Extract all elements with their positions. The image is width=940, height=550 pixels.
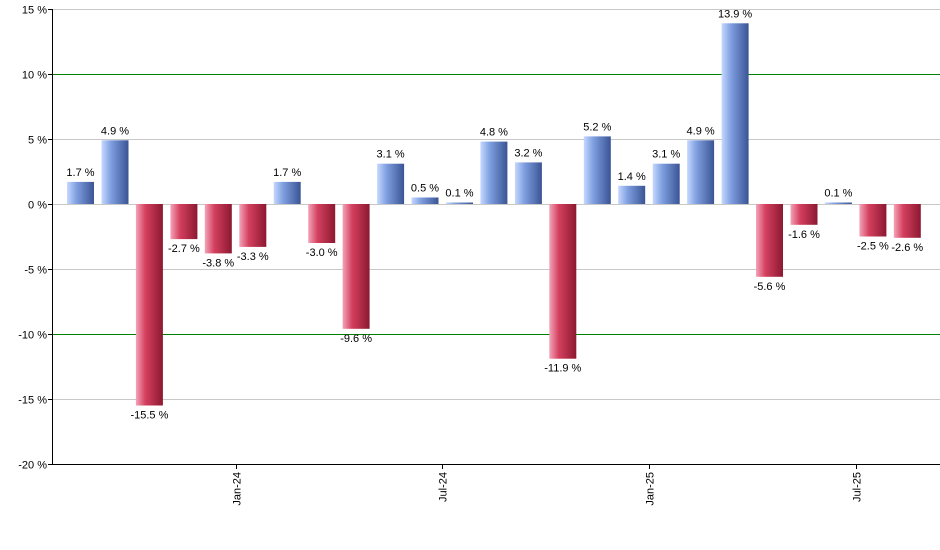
bar-data-label: 3.2 %: [514, 147, 542, 159]
bar: [411, 197, 439, 204]
bar: [652, 163, 680, 204]
bar-data-label: 1.4 %: [618, 171, 646, 183]
bar-data-label: -3.3 %: [237, 251, 269, 263]
bar: [273, 181, 301, 204]
bar: [756, 204, 783, 277]
bar: [239, 204, 267, 247]
bar: [67, 181, 94, 204]
bar-data-label: 5.2 %: [583, 121, 611, 133]
bar-data-label: 3.1 %: [652, 149, 680, 161]
x-tick-label: Jul-25: [852, 472, 864, 502]
bar-data-label: 4.8 %: [480, 127, 508, 139]
bar: [824, 202, 852, 204]
bar-data-label: 0.5 %: [411, 183, 439, 195]
y-tick-label: 10 %: [22, 70, 47, 82]
bar-data-label: 3.1 %: [377, 149, 405, 161]
x-axis: Jan-24 Jul-24 Jan-25 Jul-25: [52, 464, 940, 506]
y-tick-label: 0 %: [28, 200, 47, 212]
y-axis: 15 % 10 % 5 % 0 % -5 % -10 % -15 % -20 %: [18, 5, 53, 472]
bar: [859, 204, 887, 237]
bar-data-label: -3.8 %: [202, 257, 234, 269]
y-tick-label: -15 %: [18, 395, 47, 407]
bar-data-label: -9.6 %: [340, 333, 372, 345]
bar-data-label: 1.7 %: [273, 167, 301, 179]
bar: [514, 162, 542, 204]
bar: [549, 204, 577, 359]
y-tick-label: 5 %: [28, 135, 47, 147]
bar-data-label: 0.1 %: [824, 188, 852, 200]
y-tick-label: -10 %: [18, 330, 47, 342]
y-tick-label: -20 %: [18, 460, 47, 472]
bar-data-label: 1.7 %: [66, 167, 94, 179]
bar-data-label: 4.9 %: [687, 125, 715, 137]
bar: [446, 202, 473, 204]
bar: [308, 204, 336, 243]
bar: [480, 141, 508, 204]
bar-data-label: -1.6 %: [788, 229, 820, 241]
bar-data-label: -2.7 %: [168, 243, 200, 255]
bars: [67, 23, 921, 406]
bar: [687, 140, 715, 204]
bar-data-label: 4.9 %: [101, 125, 129, 137]
bar-data-label: -3.0 %: [306, 247, 338, 259]
x-tick-label: Jan-25: [645, 472, 657, 506]
bar-data-label: -5.6 %: [754, 281, 786, 293]
x-tick-label: Jan-24: [232, 472, 244, 506]
bar-data-label: -15.5 %: [130, 410, 168, 422]
bar: [342, 204, 370, 329]
bar: [583, 136, 611, 204]
grid-lines: [52, 9, 940, 465]
bar: [721, 23, 749, 204]
data-labels: 1.7 % 4.9 % -15.5 % -2.7 %-3.8 %-3.3 % 1.7 %…: [66, 8, 923, 421]
bar: [135, 204, 163, 406]
x-tick-label: Jul-24: [438, 472, 450, 502]
y-tick-label: 15 %: [22, 5, 47, 17]
bar: [170, 204, 198, 240]
bar: [377, 163, 405, 204]
bar-data-label: 0.1 %: [445, 188, 473, 200]
bar: [204, 204, 232, 254]
bar: [618, 185, 646, 204]
bar-data-label: -2.5 %: [857, 241, 889, 253]
bar-data-label: -11.9 %: [544, 363, 581, 375]
bar: [790, 204, 818, 225]
bar: [893, 204, 921, 238]
bar-data-label: 13.9 %: [718, 8, 752, 20]
bar-data-label: -2.6 %: [891, 242, 923, 254]
y-tick-label: -5 %: [24, 265, 47, 277]
bar: [101, 140, 129, 204]
